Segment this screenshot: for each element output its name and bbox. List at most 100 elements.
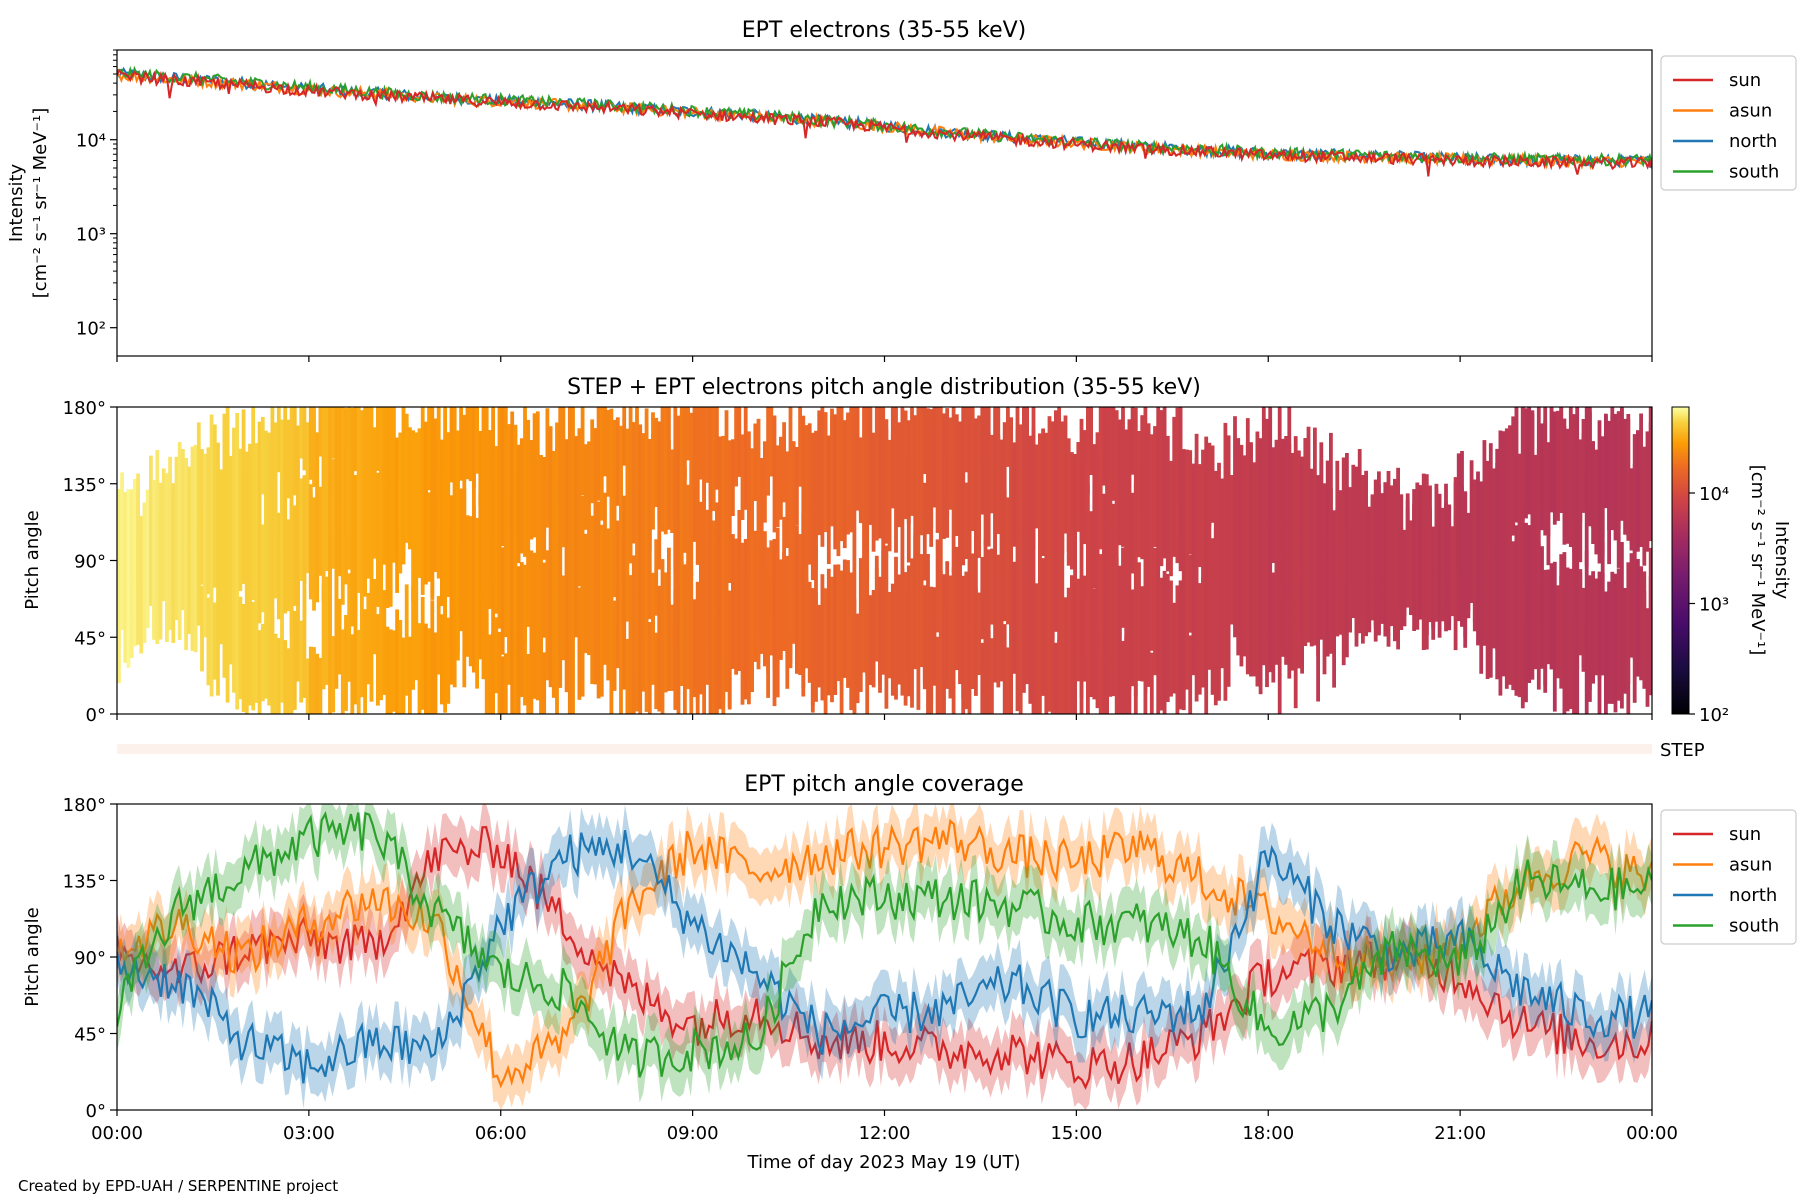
- pad-cell: [1501, 565, 1506, 657]
- pad-cell: [1572, 414, 1576, 522]
- pad-cell: [1210, 445, 1215, 523]
- pad-cell: [638, 472, 643, 569]
- pad-cell: [481, 562, 486, 680]
- pad-cell: [1274, 502, 1279, 599]
- pad-cell: [216, 532, 220, 617]
- pad-cell: [184, 458, 188, 535]
- pad-cell: [708, 407, 713, 500]
- pad-cell: [1530, 509, 1535, 628]
- pad-cell: [244, 451, 249, 543]
- pad-cell: [1488, 495, 1493, 581]
- pad-cell: [679, 461, 684, 582]
- pad-cell: [1319, 530, 1324, 639]
- pad-cell: [1524, 408, 1528, 503]
- pad-cell: [1073, 581, 1077, 672]
- pad-cell: [270, 489, 275, 602]
- pad-cell: [862, 407, 866, 488]
- pad-cell: [1527, 525, 1532, 620]
- pad-cell: [1418, 485, 1423, 565]
- pad-cell: [209, 489, 214, 602]
- pad-cell: [1213, 614, 1218, 706]
- pad-cell: [980, 642, 985, 714]
- pad-cell: [1159, 477, 1164, 567]
- pad-cell: [503, 407, 508, 513]
- pad-cell: [1172, 416, 1177, 506]
- pad-cell: [497, 512, 502, 629]
- pad-cell: [1066, 438, 1071, 552]
- pad-cell: [1297, 572, 1301, 669]
- pad-cell: [443, 407, 447, 504]
- pad-cell: [1520, 592, 1525, 709]
- pad-cell: [782, 422, 786, 503]
- pad-cell: [1111, 503, 1116, 611]
- pad-cell: [622, 495, 627, 587]
- series-line-south: [117, 65, 1652, 169]
- pad-cell: [1517, 453, 1522, 550]
- pad-cell: [334, 487, 339, 604]
- coverage-band-asun: [117, 804, 1652, 1110]
- pad-cell: [1335, 460, 1340, 559]
- pad-cell: [810, 432, 815, 551]
- pad-cell: [1613, 573, 1618, 666]
- pad-cell: [842, 468, 847, 549]
- pad-cell: [206, 447, 211, 536]
- pad-cell: [468, 516, 473, 602]
- pad-cell: [1185, 571, 1189, 650]
- pad-cell: [1050, 618, 1055, 714]
- pad-cell: [571, 407, 575, 497]
- pad-cell: [718, 508, 722, 613]
- pad-cell: [1345, 453, 1349, 558]
- pad-cell: [497, 446, 502, 563]
- pad-cell: [273, 499, 278, 586]
- pad-cell: [1191, 589, 1196, 669]
- pad-cell: [795, 569, 799, 648]
- pad-cell: [596, 407, 601, 501]
- pad-cell: [1373, 479, 1378, 581]
- pad-cell: [1165, 435, 1170, 515]
- pad-cell: [260, 623, 265, 702]
- pad-cell: [801, 513, 806, 636]
- pad-cell: [392, 407, 396, 488]
- pad-cell: [823, 412, 828, 528]
- pad-cell: [328, 594, 332, 714]
- pad-cell: [1191, 463, 1196, 543]
- pad-cell: [494, 506, 499, 583]
- pad-cell: [1514, 525, 1519, 641]
- pad-cell: [1265, 557, 1269, 668]
- pad-cell: [478, 431, 483, 507]
- pad-cell: [1233, 416, 1237, 518]
- pad-cell: [683, 564, 687, 650]
- pad-cell: [507, 424, 511, 508]
- pad-cell: [756, 418, 761, 509]
- pad-cell: [609, 494, 614, 606]
- x-tick-label: 06:00: [475, 1123, 527, 1144]
- pad-cell: [398, 620, 403, 714]
- pad-cell: [1079, 488, 1084, 611]
- pad-cell: [814, 545, 818, 656]
- pad-cell: [903, 572, 908, 677]
- pad-cell: [1245, 418, 1250, 537]
- pad-cell: [488, 634, 492, 714]
- pad-cell: [622, 407, 627, 466]
- pad-cell: [366, 593, 371, 685]
- pad-cell: [564, 486, 569, 575]
- pad-cell: [478, 493, 483, 570]
- pad-cell: [523, 625, 527, 706]
- pad-cell: [916, 610, 921, 710]
- pad-cell: [1098, 407, 1103, 475]
- pad-cell: [404, 584, 409, 696]
- pad-cell: [673, 525, 678, 646]
- pad-cell: [360, 410, 364, 517]
- pad-cell: [1610, 571, 1615, 687]
- pad-cell: [1357, 449, 1362, 569]
- pad-cell: [609, 408, 614, 520]
- pad-cell: [395, 609, 399, 714]
- x-tick-label: 12:00: [859, 1123, 911, 1144]
- pad-cell: [737, 593, 742, 671]
- pad-cell: [388, 629, 393, 714]
- pad-cell: [551, 451, 556, 546]
- panel2-x-ticks: [116, 714, 1653, 720]
- pad-cell: [1156, 565, 1161, 671]
- pad-cell: [900, 465, 905, 574]
- pad-cell: [1079, 418, 1084, 541]
